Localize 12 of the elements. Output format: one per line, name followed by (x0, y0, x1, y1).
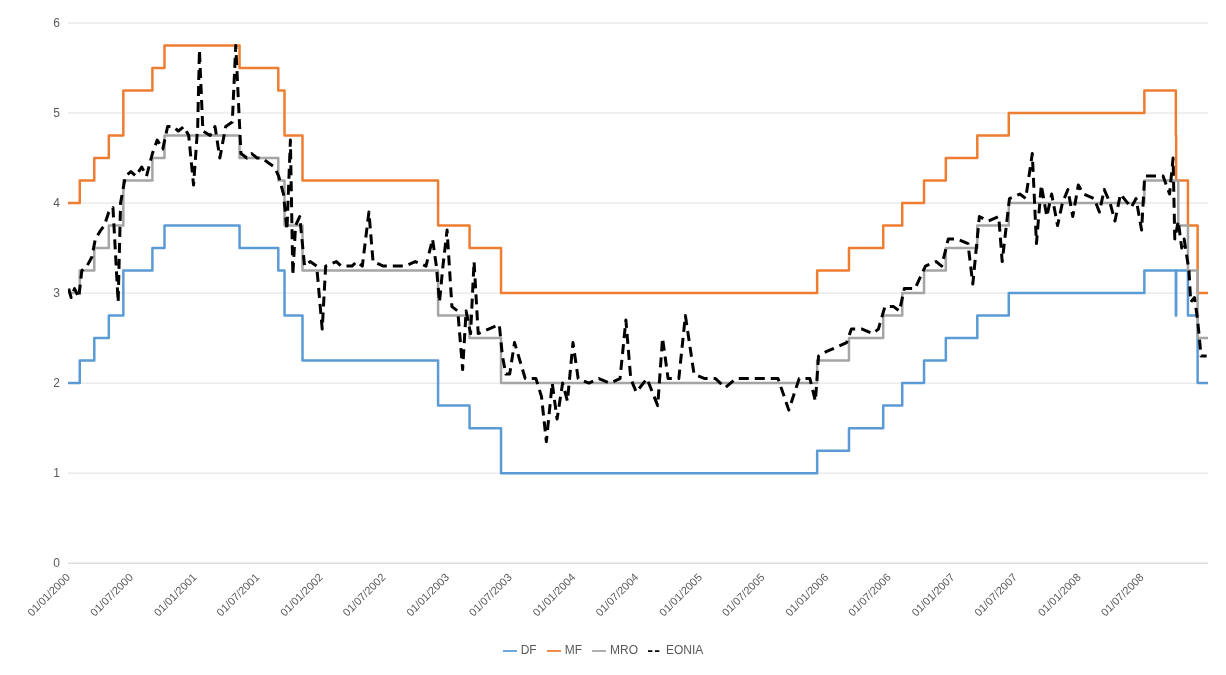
y-tick-label: 2 (53, 376, 61, 391)
y-tick-label: 6 (53, 16, 61, 31)
line-series (68, 44, 1208, 444)
y-tick-label: 3 (53, 286, 61, 301)
y-tick-label: 1 (53, 466, 61, 481)
legend-label: DF (520, 643, 537, 658)
y-tick-label: 0 (53, 556, 61, 571)
y-tick-label: 5 (53, 106, 61, 121)
legend-label: MRO (609, 643, 638, 658)
legend-label: MF (564, 643, 582, 658)
legend-label: EONIA (665, 643, 704, 658)
y-tick-label: 4 (53, 196, 61, 211)
